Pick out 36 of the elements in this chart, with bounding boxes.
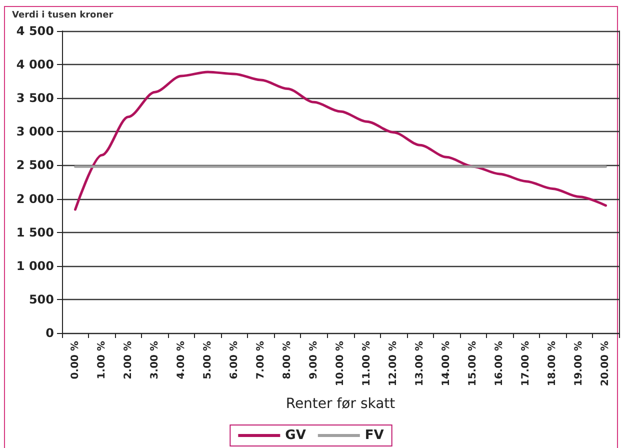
legend-label: FV bbox=[364, 428, 384, 443]
x-tick-label: 5.00 % bbox=[202, 341, 214, 380]
x-tick-label: 8.00 % bbox=[282, 341, 293, 380]
x-tick-label: 1.00 % bbox=[96, 341, 108, 380]
x-tick-label: 4.00 % bbox=[176, 341, 187, 380]
x-tick-label: 2.00 % bbox=[122, 341, 134, 380]
x-tick-label: 11.00 % bbox=[362, 341, 373, 386]
x-tick-label: 16.00 % bbox=[494, 341, 506, 386]
x-axis-title: Renter før skatt bbox=[286, 396, 396, 412]
y-tick-label: 500 bbox=[28, 292, 54, 306]
y-axis-title: Verdi i tusen kroner bbox=[12, 10, 114, 20]
y-tick-label: 1 000 bbox=[16, 258, 54, 273]
x-tick-label: 6.00 % bbox=[228, 341, 240, 380]
y-tick-label: 4 500 bbox=[16, 24, 54, 38]
x-tick-label: 18.00 % bbox=[547, 341, 558, 386]
y-tick-label: 4 000 bbox=[16, 58, 54, 72]
x-tick-label: 7.00 % bbox=[255, 341, 266, 380]
line-series bbox=[74, 70, 607, 211]
x-tick-label: 0.00 % bbox=[70, 341, 81, 380]
x-tick-label: 10.00 % bbox=[335, 341, 346, 386]
x-tick-label: 17.00 % bbox=[520, 341, 532, 386]
y-tick-label: 0 bbox=[46, 326, 54, 340]
y-tick-label: 1 500 bbox=[16, 225, 54, 240]
x-tick-label: 13.00 % bbox=[414, 341, 426, 386]
x-tick-label: 19.00 % bbox=[574, 341, 585, 386]
x-tick-label: 20.00 % bbox=[600, 341, 612, 386]
x-tick-label: 15.00 % bbox=[468, 341, 479, 386]
y-tick-label: 3 500 bbox=[16, 91, 54, 106]
x-tick-label: 14.00 % bbox=[441, 341, 452, 386]
x-tick-label: 9.00 % bbox=[308, 341, 320, 380]
y-tick-label: 2 000 bbox=[16, 192, 54, 206]
y-tick-label: 2 500 bbox=[16, 158, 54, 172]
y-tick-label: 3 000 bbox=[16, 124, 54, 139]
legend-label: GV bbox=[285, 428, 306, 443]
x-tick-label: 3.00 % bbox=[149, 341, 160, 380]
x-tick-label: 12.00 % bbox=[388, 341, 400, 386]
